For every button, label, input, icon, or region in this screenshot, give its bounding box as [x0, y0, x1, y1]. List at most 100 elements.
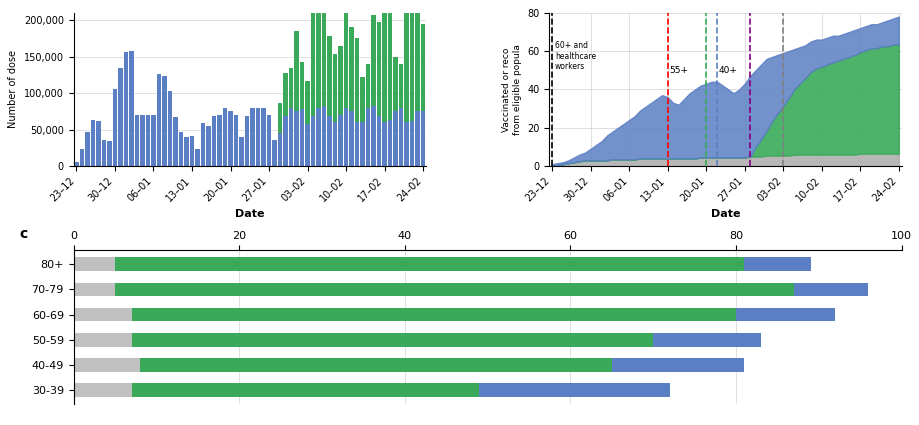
Bar: [388, 120, 391, 166]
Bar: [267, 115, 271, 166]
Bar: [735, 308, 834, 321]
X-axis label: Date: Date: [709, 210, 740, 219]
Bar: [344, 108, 348, 166]
Bar: [134, 115, 139, 166]
Bar: [305, 124, 310, 166]
Bar: [102, 140, 106, 166]
Bar: [74, 258, 115, 271]
Bar: [421, 24, 425, 111]
Bar: [793, 283, 868, 296]
Bar: [123, 52, 128, 166]
Bar: [278, 103, 282, 133]
Bar: [393, 111, 397, 166]
Bar: [74, 162, 78, 166]
Bar: [151, 115, 155, 166]
Bar: [388, 6, 391, 120]
Text: 40+: 40+: [718, 66, 737, 75]
Bar: [366, 64, 370, 108]
Text: c: c: [20, 227, 28, 241]
Bar: [344, 13, 348, 108]
Bar: [338, 45, 343, 115]
Bar: [255, 108, 260, 166]
Bar: [404, 122, 408, 166]
Bar: [415, 3, 419, 111]
Bar: [96, 121, 100, 166]
Bar: [156, 74, 161, 166]
Bar: [131, 308, 735, 321]
Bar: [421, 111, 425, 166]
Bar: [300, 62, 304, 109]
Bar: [131, 383, 479, 397]
Bar: [217, 115, 221, 166]
Bar: [377, 22, 381, 116]
Bar: [162, 76, 166, 166]
Bar: [743, 258, 810, 271]
Bar: [108, 141, 111, 166]
Bar: [399, 64, 403, 108]
Bar: [366, 108, 370, 166]
Bar: [74, 308, 131, 321]
Bar: [371, 15, 376, 106]
Bar: [283, 74, 288, 116]
Bar: [85, 133, 89, 166]
Bar: [74, 283, 115, 296]
Y-axis label: Number of dose: Number of dose: [8, 51, 18, 128]
Bar: [115, 258, 743, 271]
Bar: [322, 0, 326, 106]
Bar: [611, 358, 743, 372]
Bar: [129, 51, 133, 166]
Bar: [250, 108, 255, 166]
Bar: [115, 283, 793, 296]
Bar: [145, 115, 150, 166]
Bar: [410, 6, 414, 121]
Bar: [322, 106, 326, 166]
Bar: [178, 133, 183, 166]
Bar: [333, 54, 337, 122]
Bar: [316, 108, 321, 166]
Bar: [415, 111, 419, 166]
X-axis label: Date: Date: [234, 210, 265, 219]
Bar: [140, 358, 611, 372]
Bar: [80, 149, 84, 166]
Bar: [74, 333, 131, 346]
Bar: [189, 136, 194, 166]
Bar: [140, 115, 144, 166]
Bar: [206, 126, 210, 166]
Bar: [360, 77, 365, 122]
Y-axis label: Vaccinated or reco
from eligible popula: Vaccinated or reco from eligible popula: [502, 44, 521, 135]
Bar: [294, 111, 299, 166]
Bar: [131, 333, 652, 346]
Bar: [327, 116, 332, 166]
Bar: [278, 133, 282, 166]
Bar: [294, 31, 299, 111]
Bar: [377, 116, 381, 166]
Bar: [222, 108, 227, 166]
Bar: [382, 122, 386, 166]
Bar: [261, 108, 266, 166]
Bar: [327, 36, 332, 116]
Bar: [360, 122, 365, 166]
Bar: [167, 91, 172, 166]
Bar: [74, 358, 140, 372]
Bar: [404, 9, 408, 122]
Bar: [228, 111, 233, 166]
Bar: [333, 122, 337, 166]
Bar: [652, 333, 760, 346]
Bar: [355, 38, 359, 122]
Bar: [349, 111, 354, 166]
Text: 60+ and
healthcare
workers: 60+ and healthcare workers: [554, 42, 596, 71]
Bar: [112, 89, 117, 166]
Bar: [311, 2, 315, 116]
Bar: [300, 109, 304, 166]
Bar: [283, 116, 288, 166]
Bar: [289, 108, 293, 166]
Bar: [349, 27, 354, 111]
Bar: [74, 383, 131, 397]
Bar: [289, 68, 293, 108]
Bar: [184, 137, 188, 166]
Bar: [311, 116, 315, 166]
Bar: [382, 11, 386, 122]
Bar: [393, 57, 397, 111]
Bar: [173, 117, 177, 166]
Bar: [355, 122, 359, 166]
